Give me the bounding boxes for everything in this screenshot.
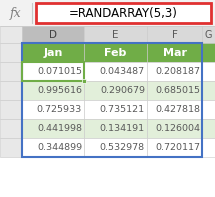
Bar [22, 62, 84, 81]
Bar [22, 43, 202, 157]
Bar [147, 43, 202, 62]
Text: E: E [112, 30, 119, 40]
Bar [22, 62, 84, 81]
Bar [82, 79, 86, 83]
Text: 0.735121: 0.735121 [100, 105, 145, 114]
Bar [0, 62, 22, 81]
Text: fx: fx [10, 7, 22, 20]
Bar [0, 119, 22, 138]
Bar [84, 138, 147, 157]
Text: 0.685015: 0.685015 [155, 86, 200, 95]
Bar [0, 0, 32, 26]
Text: 0.043487: 0.043487 [100, 67, 145, 76]
Text: 0.441998: 0.441998 [37, 124, 82, 133]
Text: 0.725933: 0.725933 [37, 105, 82, 114]
Text: G: G [205, 30, 212, 40]
Text: 0.720117: 0.720117 [155, 143, 200, 152]
Bar [202, 100, 215, 119]
Bar [84, 100, 147, 119]
Bar [202, 81, 215, 100]
Text: 0.290679: 0.290679 [100, 86, 145, 95]
Bar [202, 26, 215, 43]
Bar [202, 119, 215, 138]
Bar [84, 119, 147, 138]
Bar [147, 138, 202, 157]
Text: 0.134191: 0.134191 [100, 124, 145, 133]
Text: Feb: Feb [104, 47, 127, 58]
Bar [147, 26, 202, 43]
Bar [202, 138, 215, 157]
Bar [0, 138, 22, 157]
Text: 0.532978: 0.532978 [100, 143, 145, 152]
Bar [22, 100, 84, 119]
Bar [147, 62, 202, 81]
Bar [0, 81, 22, 100]
Bar [36, 3, 211, 23]
Bar [22, 81, 84, 100]
Bar [147, 81, 202, 100]
Bar [84, 62, 147, 81]
Bar [202, 43, 215, 62]
Bar [0, 100, 22, 119]
Bar [0, 43, 22, 62]
Bar [84, 81, 147, 100]
Text: Jan: Jan [43, 47, 63, 58]
Bar [0, 26, 22, 43]
Text: 0.208187: 0.208187 [155, 67, 200, 76]
Bar [147, 100, 202, 119]
Bar [0, 0, 215, 26]
Bar [22, 43, 84, 62]
Bar [147, 119, 202, 138]
Text: 0.126004: 0.126004 [155, 124, 200, 133]
Bar [84, 26, 147, 43]
Text: 0.344899: 0.344899 [37, 143, 82, 152]
Bar [84, 43, 147, 62]
Text: Mar: Mar [163, 47, 186, 58]
Text: 0.995616: 0.995616 [37, 86, 82, 95]
Bar [22, 119, 84, 138]
Bar [22, 138, 84, 157]
Bar [202, 62, 215, 81]
Text: F: F [172, 30, 177, 40]
Text: =RANDARRAY(5,3): =RANDARRAY(5,3) [69, 7, 178, 20]
Text: 0.071015: 0.071015 [37, 67, 82, 76]
Text: 0.427818: 0.427818 [155, 105, 200, 114]
Text: D: D [49, 30, 57, 40]
Bar [22, 26, 84, 43]
